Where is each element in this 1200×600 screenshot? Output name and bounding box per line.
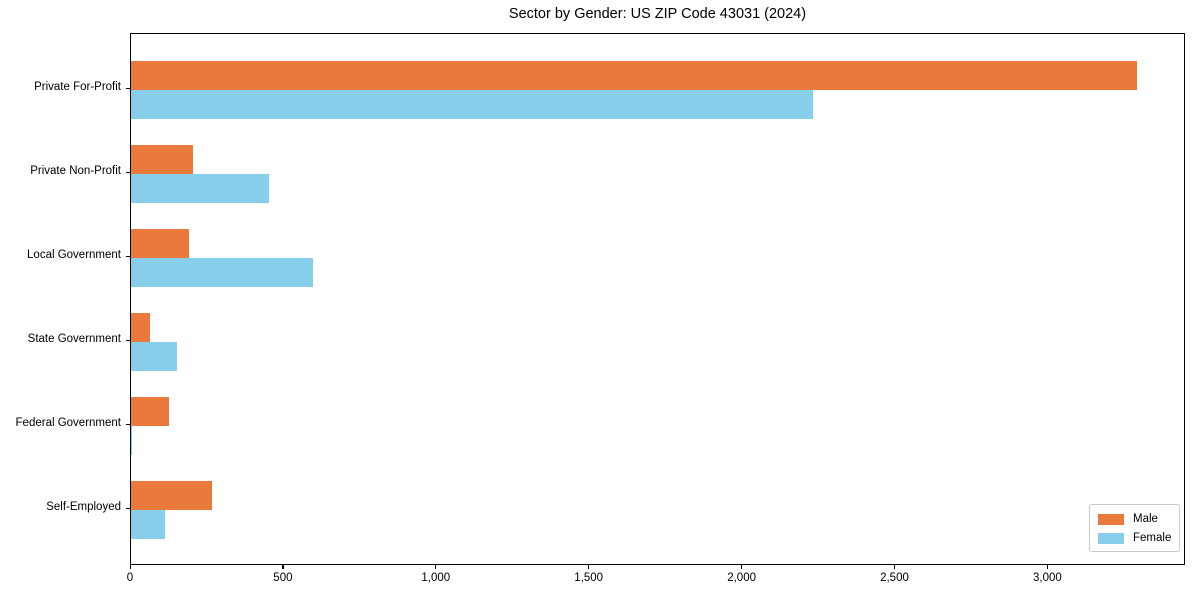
x-tick-1-500 — [588, 565, 590, 569]
legend: Male Female — [1089, 504, 1180, 552]
bar-male-federal-government — [131, 396, 169, 426]
plot-area — [130, 33, 1185, 565]
chart-title: Sector by Gender: US ZIP Code 43031 (202… — [508, 6, 807, 22]
bar-male-private-for-profit — [131, 60, 1137, 90]
x-tick-label-2-500: 2,500 — [880, 572, 909, 584]
bar-male-private-non-profit — [131, 144, 193, 174]
y-tick-private-non-profit — [126, 172, 130, 174]
bar-male-self-employed — [131, 480, 212, 510]
bar-male-state-government — [131, 312, 150, 342]
bar-female-local-government — [131, 257, 313, 287]
male-swatch-icon — [1098, 513, 1124, 525]
y-tick-federal-government — [126, 424, 130, 426]
bar-female-state-government — [131, 341, 177, 371]
x-tick-1-000 — [435, 565, 437, 569]
x-tick-2-500 — [893, 565, 896, 569]
bar-female-self-employed — [131, 509, 165, 539]
bar-female-private-non-profit — [131, 173, 269, 203]
legend-item-female: Female — [1098, 530, 1171, 546]
y-tick-self-employed — [126, 508, 130, 510]
female-swatch-icon — [1098, 532, 1124, 544]
x-tick-label-1-000: 1,000 — [421, 572, 451, 584]
x-tick-0 — [129, 565, 131, 569]
legend-label-female: Female — [1133, 532, 1172, 544]
bar-male-local-government — [131, 228, 189, 258]
bar-female-federal-government — [131, 425, 132, 455]
bar-female-private-for-profit — [131, 89, 813, 119]
x-tick-500 — [282, 565, 284, 569]
x-tick-label-0: 0 — [126, 572, 134, 584]
x-tick-label-500: 500 — [273, 572, 293, 584]
y-tick-label-federal-government: Federal Government — [15, 416, 121, 429]
y-tick-label-private-non-profit: Private Non-Profit — [30, 164, 121, 177]
y-tick-label-state-government: State Government — [27, 332, 121, 345]
y-tick-label-local-government: Local Government — [27, 248, 121, 261]
y-tick-local-government — [126, 256, 130, 258]
x-tick-label-3-000: 3,000 — [1033, 572, 1062, 584]
legend-item-male: Male — [1098, 511, 1171, 527]
y-tick-label-self-employed: Self-Employed — [46, 500, 121, 513]
y-tick-label-private-for-profit: Private For-Profit — [34, 80, 121, 93]
y-tick-state-government — [126, 340, 130, 342]
x-tick-label-2-000: 2,000 — [727, 572, 756, 584]
x-tick-label-1-500: 1,500 — [574, 572, 604, 584]
x-tick-3-000 — [1046, 565, 1049, 569]
x-tick-2-000 — [741, 565, 743, 569]
legend-label-male: Male — [1133, 513, 1158, 525]
y-tick-private-for-profit — [126, 88, 130, 90]
